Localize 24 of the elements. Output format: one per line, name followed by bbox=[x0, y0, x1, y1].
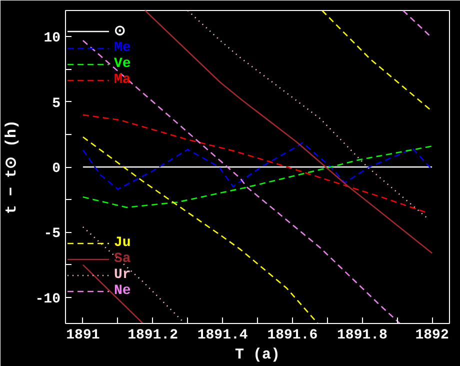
y-tick-label: 0 bbox=[52, 161, 61, 177]
y-tick-label: 5 bbox=[52, 96, 61, 112]
y-axis-title: t − t⊙ (h) bbox=[3, 120, 20, 214]
legend-label: Me bbox=[114, 40, 132, 56]
x-tick-label: 1892 bbox=[415, 328, 449, 344]
legend-label: Ju bbox=[114, 235, 132, 251]
x-tick-label: 1891.2 bbox=[128, 328, 178, 344]
legend-label: Sa bbox=[114, 251, 132, 267]
legend-label: Ne bbox=[114, 283, 132, 299]
legend-label: Ur bbox=[114, 267, 132, 283]
x-tick-label: 1891.8 bbox=[337, 328, 388, 344]
line-series bbox=[82, 114, 428, 214]
legend-label: Ma bbox=[114, 72, 132, 88]
legend-label: Ve bbox=[114, 56, 132, 72]
line-series bbox=[82, 142, 433, 190]
y-tick-label: -5 bbox=[44, 226, 61, 242]
x-axis-title: T (a) bbox=[234, 346, 280, 364]
x-tick-label: 1891.6 bbox=[267, 328, 318, 344]
y-tick-label: 10 bbox=[44, 30, 61, 47]
legend-label: ⊙ bbox=[114, 23, 127, 40]
x-tick-label: 1891.4 bbox=[197, 328, 248, 344]
x-tick-label: 1891 bbox=[66, 328, 100, 344]
y-tick-label: -10 bbox=[35, 291, 61, 308]
line-series bbox=[82, 145, 433, 208]
